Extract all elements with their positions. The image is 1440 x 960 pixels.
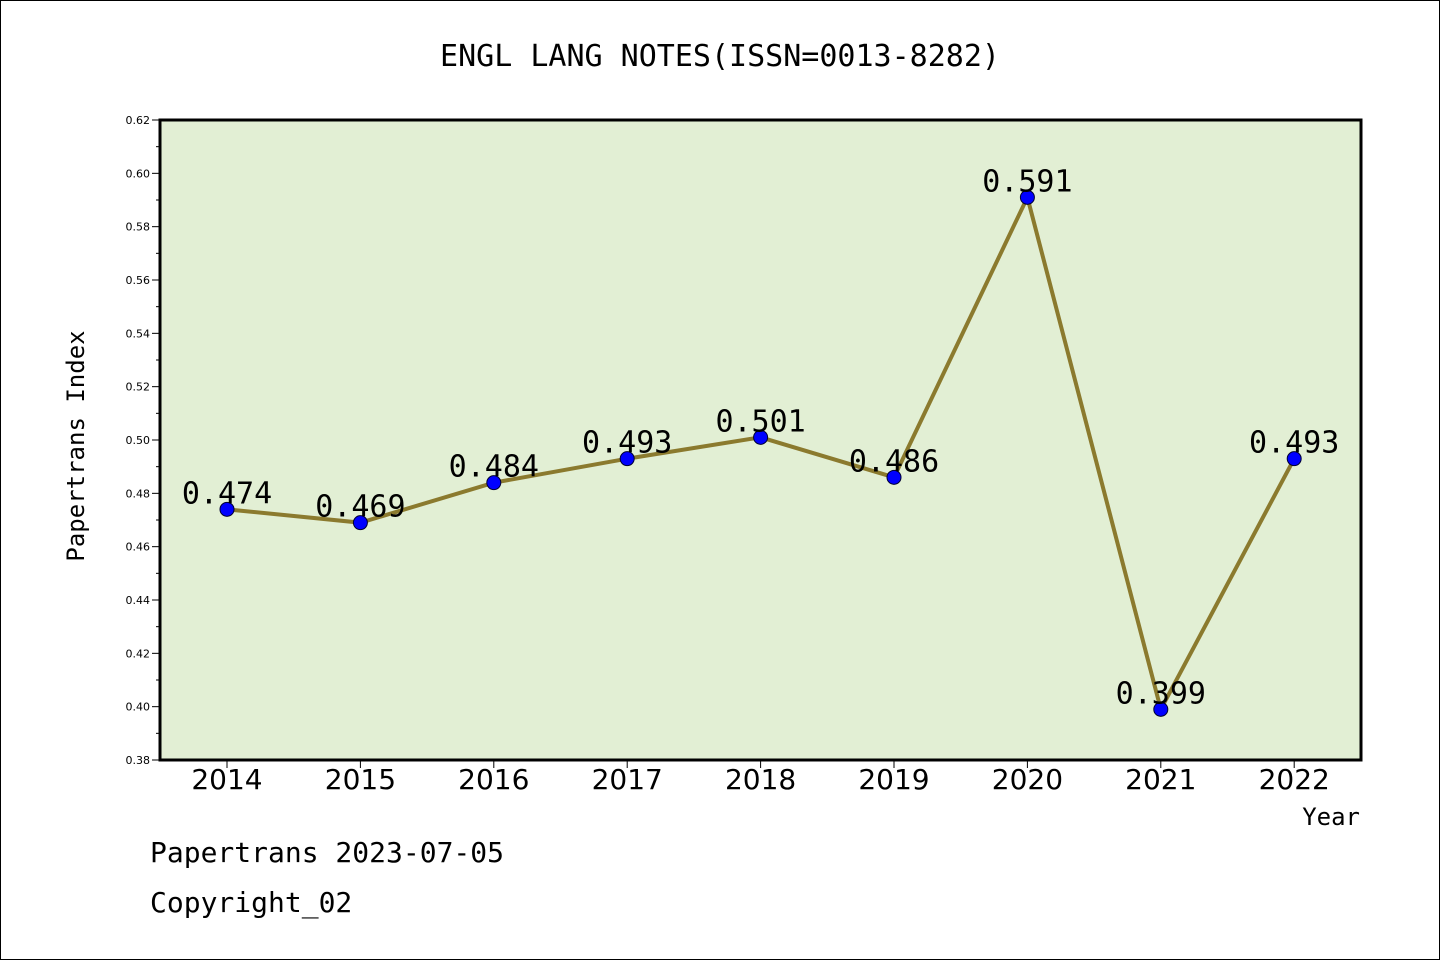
data-labels: 0.474 0.469 0.484 0.493 0.501 0.486 0.591 0.399… xyxy=(182,164,1340,711)
x-tick-label: 2014 xyxy=(191,763,262,796)
x-tick-label: 2018 xyxy=(725,763,796,796)
x-tick-label: 2019 xyxy=(858,763,929,796)
y-tick-label: 0.56 xyxy=(126,274,151,287)
x-tick-label: 2015 xyxy=(325,763,396,796)
data-point xyxy=(1019,189,1035,205)
y-tick-label: 0.60 xyxy=(126,167,151,180)
x-axis-label: Year xyxy=(1302,803,1360,831)
data-label: 0.486 xyxy=(849,444,939,479)
y-tick-label: 0.62 xyxy=(126,114,151,127)
data-point xyxy=(886,469,902,485)
x-tick-label: 2017 xyxy=(592,763,663,796)
data-label: 0.501 xyxy=(715,404,805,439)
y-tick-label: 0.42 xyxy=(126,647,151,660)
data-label: 0.591 xyxy=(982,164,1072,199)
data-point xyxy=(619,451,635,467)
footer-date: Papertrans 2023-07-05 xyxy=(150,836,505,869)
y-tick-label: 0.38 xyxy=(126,754,151,767)
footer-copyright: Copyright_02 xyxy=(150,886,353,919)
y-tick-label: 0.40 xyxy=(126,701,151,714)
x-tick-label: 2016 xyxy=(458,763,529,796)
data-point xyxy=(219,501,235,517)
y-tick-label: 0.44 xyxy=(126,594,151,607)
data-point xyxy=(352,515,368,531)
y-tick-label: 0.52 xyxy=(126,381,151,394)
data-label: 0.484 xyxy=(449,450,539,485)
x-axis: 2014 2015 2016 2017 2018 2019 2020 2021 2022 xyxy=(191,760,1330,796)
y-tick-label: 0.54 xyxy=(126,327,151,340)
data-point xyxy=(753,429,769,445)
x-tick-label: 2020 xyxy=(992,763,1063,796)
data-label: 0.493 xyxy=(582,426,672,461)
x-tick-label: 2021 xyxy=(1125,763,1196,796)
data-label: 0.474 xyxy=(182,476,272,511)
data-label: 0.399 xyxy=(1116,676,1206,711)
y-tick-label: 0.46 xyxy=(126,541,151,554)
chart-title: ENGL LANG NOTES(ISSN=0013-8282) xyxy=(440,39,1000,74)
y-axis-label: Papertrans Index xyxy=(62,330,90,561)
y-tick-label: 0.50 xyxy=(126,434,151,447)
data-point xyxy=(1153,701,1169,717)
y-axis: 0.38 0.40 0.42 0.44 0.46 0.48 0.50 0.52 0.54 0.56… xyxy=(126,114,160,767)
x-tick-label: 2022 xyxy=(1259,763,1330,796)
data-label: 0.493 xyxy=(1249,426,1339,461)
series-line-group xyxy=(219,189,1302,717)
y-tick-label: 0.48 xyxy=(126,487,151,500)
data-point xyxy=(486,475,502,491)
y-tick-label: 0.58 xyxy=(126,221,151,234)
data-point xyxy=(1286,451,1302,467)
data-label: 0.469 xyxy=(315,490,405,525)
